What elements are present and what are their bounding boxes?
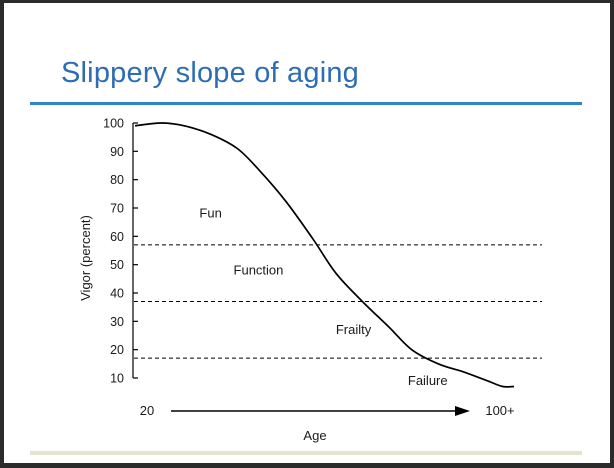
y-tick-label: 70 [110, 202, 124, 216]
region-label-fun: Fun [199, 206, 221, 221]
y-tick-label: 30 [110, 315, 124, 329]
region-labels: Fun Function Frailty Failure [199, 206, 447, 388]
y-axis-label: Vigor (percent) [78, 215, 93, 301]
x-axis-label: Age [303, 428, 326, 443]
bottom-divider [30, 451, 582, 455]
y-tick-label: 40 [110, 287, 124, 301]
x-tick-label-start: 20 [140, 403, 154, 418]
y-tick-label: 100 [103, 117, 124, 131]
vigor-curve [134, 122, 515, 388]
y-tick-label: 50 [110, 258, 124, 272]
y-tick-label: 80 [110, 173, 124, 187]
y-tick-label: 60 [110, 230, 124, 244]
region-label-function: Function [234, 262, 284, 277]
slide: Slippery slope of aging 10 20 30 40 50 60 70 80… [4, 3, 610, 463]
y-tick-label: 10 [110, 372, 124, 386]
title-divider [30, 102, 582, 105]
y-tick-label: 20 [110, 343, 124, 357]
x-axis-arrow-head [455, 406, 470, 416]
region-label-failure: Failure [408, 373, 448, 388]
threshold-lines [134, 244, 542, 359]
slide-title: Slippery slope of aging [61, 57, 360, 89]
y-axis: 10 20 30 40 50 60 70 80 90 100 [103, 117, 138, 386]
y-tick-label: 90 [110, 145, 124, 159]
region-label-frailty: Frailty [336, 322, 372, 337]
chart: 10 20 30 40 50 60 70 80 90 100 Fun Function Frailty… [78, 117, 542, 443]
x-tick-label-end: 100+ [485, 403, 514, 418]
